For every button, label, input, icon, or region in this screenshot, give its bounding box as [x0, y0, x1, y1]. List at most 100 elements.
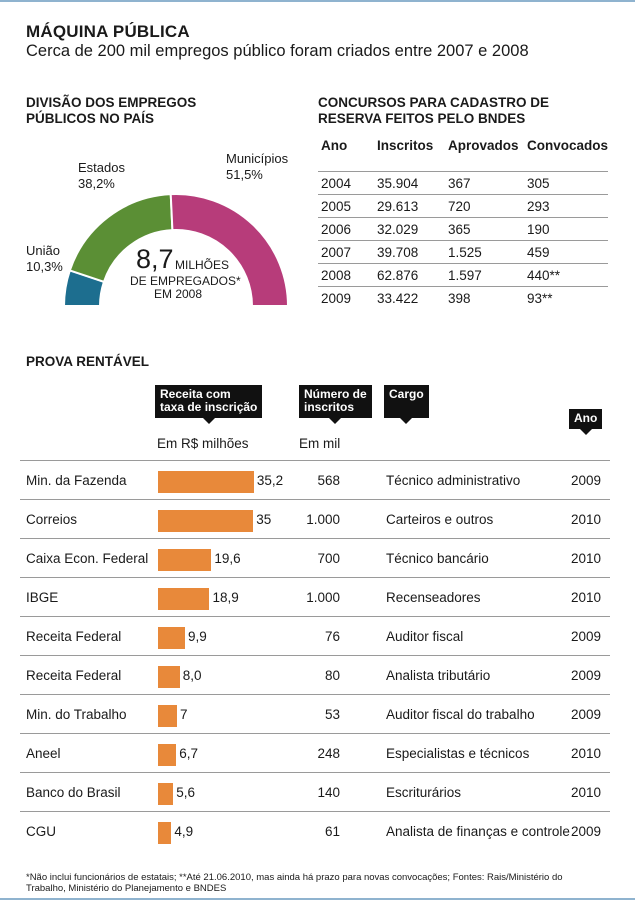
prova-row: Receita Federal 8,0 80 Analista tributário 2… [20, 655, 610, 694]
row-cargo: Escriturários [386, 785, 462, 800]
label-uniao-value: 10,3% [26, 259, 63, 274]
row-inscritos: 61 [324, 824, 340, 839]
division-title-line2: PÚBLICOS NO PAÍS [26, 111, 155, 126]
label-municipios: Municípios 51,5% [226, 151, 288, 183]
row-org-label: Caixa Econ. Federal [26, 551, 149, 566]
table-row: 2009 33.422 398 93** [318, 286, 608, 309]
row-org-label: IBGE [26, 590, 59, 605]
table-header-inscritos: Inscritos [377, 138, 434, 153]
donut-segment-municipios [169, 193, 290, 306]
row-ano: 2010 [571, 551, 602, 566]
bar-value-label: 4,9 [174, 824, 194, 839]
row-cargo: Técnico administrativo [386, 473, 521, 488]
semi-donut-chart [62, 193, 290, 306]
prova-row: Min. da Fazenda 35,2 568 Técnico administra… [20, 460, 610, 499]
col-head-cargo: Cargo [384, 385, 429, 424]
center-line2: DE EMPREGADOS* [130, 274, 241, 288]
table-cell-ano: 2007 [321, 245, 352, 260]
row-org-label: Receita Federal [26, 629, 122, 644]
center-line3: EM 2008 [154, 287, 203, 301]
row-ano: 2009 [571, 668, 602, 683]
bar [158, 588, 210, 610]
row-ano: 2009 [571, 707, 602, 722]
row-ano: 2009 [571, 824, 602, 839]
bar-value-label: 35,2 [256, 473, 284, 488]
prova-row: Caixa Econ. Federal 19,6 700 Técnico bancár… [20, 538, 610, 577]
table-cell-ano: 2004 [321, 176, 352, 191]
table-header-aprovados: Aprovados [448, 138, 519, 153]
table-cell-inscritos: 33.422 [377, 291, 419, 306]
center-line1: MILHÕES [175, 258, 230, 272]
bar-value-label: 35 [256, 512, 272, 527]
label-municipios-name: Municípios [226, 151, 289, 166]
bar-value-label: 8,0 [182, 668, 202, 683]
row-cargo: Técnico bancário [386, 551, 489, 566]
row-ano: 2009 [571, 629, 602, 644]
row-cargo: Analista de finanças e controle [386, 824, 570, 839]
col-head-receita-line2: taxa de inscrição [160, 400, 258, 414]
row-ano: 2010 [571, 746, 602, 761]
label-municipios-value: 51,5% [226, 167, 263, 182]
row-cargo: Auditor fiscal [386, 629, 464, 644]
table-row: 2004 35.904 367 305 [318, 171, 608, 194]
bar-value-label: 19,6 [214, 551, 241, 566]
label-uniao: União 10,3% [26, 243, 63, 275]
prova-row: CGU 4,9 61 Analista de finanças e controle 2… [20, 811, 610, 850]
row-org-label: Min. do Trabalho [26, 707, 127, 722]
table-cell-convocados: 293 [527, 199, 550, 214]
bar-value-label: 5,6 [176, 785, 196, 800]
col-head-numero: Número de inscritos [299, 385, 372, 424]
row-inscritos: 568 [317, 473, 340, 488]
table-cell-ano: 2009 [321, 291, 352, 306]
unit-receita: Em R$ milhões [157, 436, 249, 451]
bar [158, 471, 254, 493]
label-uniao-name: União [26, 243, 60, 258]
bar [158, 666, 180, 688]
table-title: CONCURSOS PARA CADASTRO DE RESERVA FEITO… [318, 95, 549, 127]
table-header-ano: Ano [321, 138, 348, 153]
row-cargo: Recenseadores [386, 590, 481, 605]
row-org-label: Min. da Fazenda [26, 473, 127, 488]
row-inscritos: 76 [324, 629, 340, 644]
prova-row: Receita Federal 9,9 76 Auditor fiscal 2009 [20, 616, 610, 655]
bar [158, 705, 178, 727]
row-org-label: Banco do Brasil [26, 785, 121, 800]
prova-row: IBGE 18,9 1.000 Recenseadores 2010 [20, 577, 610, 616]
table-cell-aprovados: 367 [448, 176, 471, 191]
row-inscritos: 80 [324, 668, 340, 683]
col-head-numero-line2: inscritos [304, 400, 355, 414]
division-title: DIVISÃO DOS EMPREGOS PÚBLICOS NO PAÍS [26, 95, 196, 127]
row-inscritos: 1.000 [306, 590, 340, 605]
footnote: *Não inclui funcionários de estatais; **… [26, 872, 563, 894]
row-ano: 2010 [571, 512, 602, 527]
center-value: 8,7 [136, 244, 174, 274]
bar-value-label: 6,7 [179, 746, 199, 761]
col-head-numero-line1: Número de [304, 387, 367, 401]
row-ano: 2009 [571, 473, 602, 488]
col-head-receita: Receita com taxa de inscrição [155, 385, 263, 424]
row-cargo: Auditor fiscal do trabalho [386, 707, 535, 722]
table-cell-convocados: 305 [527, 176, 550, 191]
row-org-label: Receita Federal [26, 668, 122, 683]
row-inscritos: 53 [324, 707, 340, 722]
prova-title: PROVA RENTÁVEL [26, 354, 150, 369]
page-title: MÁQUINA PÚBLICA [26, 22, 190, 41]
row-cargo: Analista tributário [386, 668, 491, 683]
bar [158, 549, 212, 571]
table-cell-inscritos: 29.613 [377, 199, 419, 214]
row-inscritos: 1.000 [306, 512, 340, 527]
row-org-label: Correios [26, 512, 78, 527]
table-cell-inscritos: 35.904 [377, 176, 419, 191]
bar-value-label: 9,9 [187, 629, 207, 644]
prova-row: Aneel 6,7 248 Especialistas e técnicos 2010 [20, 733, 610, 772]
bar-value-label: 18,9 [212, 590, 239, 605]
prova-row: Correios 35 1.000 Carteiros e outros 2010 [20, 499, 610, 538]
table-cell-aprovados: 365 [448, 222, 471, 237]
col-head-ano: Ano [569, 409, 603, 435]
prova-row: Banco do Brasil 5,6 140 Escriturários 2010 [20, 772, 610, 811]
bar-value-label: 7 [180, 707, 188, 722]
table-cell-aprovados: 398 [448, 291, 471, 306]
table-cell-inscritos: 62.876 [377, 268, 419, 283]
unit-numero: Em mil [299, 436, 341, 451]
